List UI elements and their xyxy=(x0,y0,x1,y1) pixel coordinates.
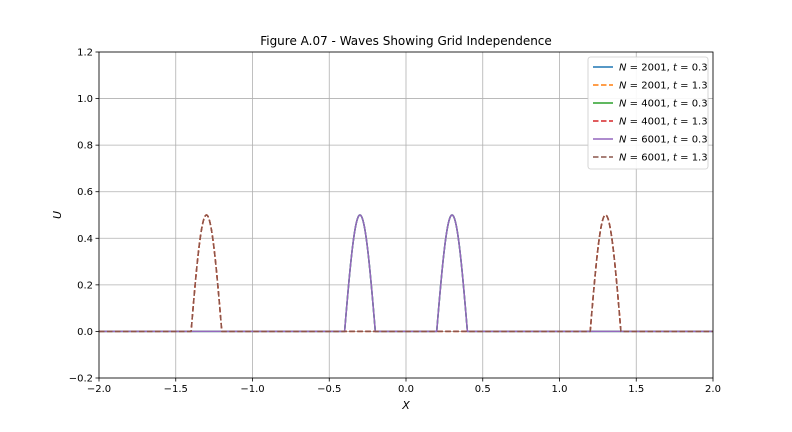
x-tick-label: −2.0 xyxy=(87,384,111,395)
x-axis-ticks: −2.0 −1.5 −1.0 −0.5 0.0 0.5 1.0 1.5 2.0 xyxy=(87,378,721,395)
x-tick-label: −1.5 xyxy=(164,384,188,395)
x-tick-label: 0.0 xyxy=(398,384,414,395)
y-axis-ticks: −0.2 0.0 0.2 0.4 0.6 0.8 1.0 1.2 xyxy=(69,48,99,385)
x-tick-label: 0.5 xyxy=(475,384,491,395)
legend-entry-label: N = 6001, t = 0.3 xyxy=(619,135,708,146)
legend-entry-label: N = 4001, t = 0.3 xyxy=(619,99,708,110)
x-tick-label: 1.5 xyxy=(628,384,644,395)
legend-entry-label: N = 4001, t = 1.3 xyxy=(619,117,708,128)
y-tick-label: 0.8 xyxy=(77,141,93,152)
x-tick-label: −0.5 xyxy=(317,384,341,395)
y-tick-label: 0.4 xyxy=(77,234,93,245)
legend: N = 2001, t = 0.3 N = 2001, t = 1.3 N = 40… xyxy=(587,56,709,170)
legend-entry-label: N = 2001, t = 0.3 xyxy=(619,63,708,74)
legend-entry-label: N = 6001, t = 1.3 xyxy=(619,153,708,164)
y-tick-label: −0.2 xyxy=(69,374,93,385)
y-tick-label: 1.2 xyxy=(77,48,93,59)
x-axis-label: X xyxy=(401,399,410,412)
chart-title: Figure A.07 - Waves Showing Grid Indepen… xyxy=(260,34,552,48)
x-tick-label: 1.0 xyxy=(552,384,568,395)
y-tick-label: 0.2 xyxy=(77,280,93,291)
y-tick-label: 0.0 xyxy=(77,327,93,338)
y-tick-label: 1.0 xyxy=(77,94,93,105)
y-tick-label: 0.6 xyxy=(77,187,93,198)
y-axis-label: U xyxy=(51,211,64,219)
x-tick-label: 2.0 xyxy=(705,384,721,395)
series-line-5 xyxy=(98,214,714,333)
legend-box xyxy=(587,56,709,170)
legend-entry-label: N = 2001, t = 1.3 xyxy=(619,81,708,92)
x-tick-label: −1.0 xyxy=(240,384,264,395)
series-lines xyxy=(98,214,714,333)
